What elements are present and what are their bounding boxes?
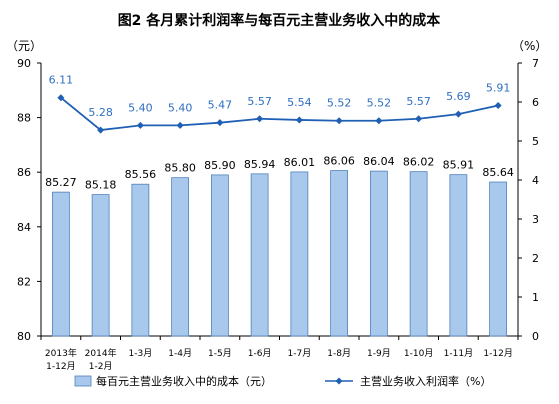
- right-axis-tick-label: 5: [532, 135, 539, 148]
- x-axis-tick-label: 1-11月: [444, 348, 473, 359]
- bar: [369, 170, 388, 337]
- x-axis-tick-label: 2014年: [85, 347, 117, 359]
- line-value-label: 5.54: [287, 96, 312, 109]
- legend-label-bar: 每百元主营业务收入中的成本（元）: [96, 374, 272, 388]
- left-axis-tick-label: 86: [17, 166, 31, 179]
- bar-value-label: 85.80: [164, 162, 196, 175]
- right-axis-tick-label: 1: [532, 291, 539, 304]
- line-value-label: 5.40: [128, 101, 153, 114]
- bar: [250, 173, 269, 337]
- line-point: [454, 110, 462, 118]
- line-value-label: 5.47: [208, 99, 233, 112]
- bar: [409, 171, 428, 337]
- line-value-label: 5.52: [327, 97, 352, 110]
- bar-value-label: 86.06: [323, 155, 355, 168]
- right-axis-tick-label: 2: [532, 252, 539, 265]
- right-axis-tick-label: 7: [532, 57, 539, 70]
- bar: [91, 194, 110, 337]
- line-value-label: 5.52: [367, 97, 392, 110]
- right-axis-tick-label: 4: [532, 174, 539, 187]
- bar-value-label: 85.56: [125, 168, 157, 181]
- left-axis-tick-label: 84: [17, 221, 31, 234]
- bar: [290, 171, 309, 337]
- bar-value-label: 85.90: [204, 159, 236, 172]
- bar: [51, 191, 70, 337]
- line-point: [216, 119, 224, 127]
- line-point: [375, 117, 383, 125]
- line-point: [295, 116, 303, 124]
- x-axis-tick-label: 1-2月: [89, 361, 113, 372]
- x-axis-tick-label: 1-12月: [483, 348, 512, 359]
- left-axis-tick-label: 88: [17, 112, 31, 125]
- bar-value-label: 85.64: [482, 166, 514, 179]
- legend-label-line: 主营业务收入利润率（%）: [360, 374, 491, 388]
- line-point: [335, 117, 343, 125]
- x-axis-tick-label: 1-3月: [129, 348, 153, 359]
- bar: [210, 174, 229, 337]
- bar: [171, 177, 190, 337]
- line-point: [494, 102, 502, 110]
- x-axis-tick-label: 1-10月: [404, 348, 433, 359]
- x-axis-tick-label: 1-6月: [248, 348, 272, 359]
- bar-value-label: 86.02: [403, 156, 435, 169]
- x-axis-tick-label: 2013年: [45, 347, 77, 359]
- right-axis-unit: （%）: [512, 39, 547, 53]
- x-axis-tick-label: 1-4月: [168, 348, 192, 359]
- line-value-label: 5.40: [168, 101, 193, 114]
- x-axis-tick-label: 1-12月: [46, 361, 75, 372]
- line-point: [176, 121, 184, 129]
- bar-value-label: 86.01: [284, 156, 316, 169]
- bar: [330, 170, 349, 337]
- line-point: [97, 126, 105, 134]
- line-value-label: 5.91: [486, 82, 511, 95]
- line-point: [57, 94, 65, 102]
- bar-value-label: 85.91: [443, 159, 475, 172]
- bar: [131, 183, 150, 337]
- bar-value-label: 86.04: [363, 155, 395, 168]
- x-axis-tick-label: 1-9月: [367, 348, 391, 359]
- chart-title: 图2 各月累计利润率与每百元主营业务收入中的成本: [118, 12, 442, 29]
- line-value-label: 5.69: [446, 90, 471, 103]
- bar: [449, 174, 468, 337]
- bar: [489, 181, 508, 337]
- x-axis-tick-label: 1-5月: [208, 348, 232, 359]
- line-value-label: 6.11: [49, 74, 74, 87]
- right-axis-tick-label: 3: [532, 213, 539, 226]
- x-axis-tick-label: 1-8月: [327, 348, 351, 359]
- right-axis-tick-label: 6: [532, 96, 539, 109]
- plot-area: 80 82 84 86 88 90 0 1 2 3 4 5 6 7 85.27 2013年 1-12月 85.18…: [17, 57, 539, 372]
- legend-swatch-bar: [74, 375, 92, 387]
- left-axis-unit: （元）: [6, 39, 42, 53]
- bar-value-label: 85.27: [45, 176, 77, 189]
- legend: 每百元主营业务收入中的成本（元） 主营业务收入利润率（%）: [74, 374, 491, 388]
- right-axis-tick-label: 0: [532, 330, 539, 343]
- left-axis-tick-label: 82: [17, 275, 31, 288]
- bar-value-label: 85.94: [244, 158, 276, 171]
- line-point: [256, 115, 264, 123]
- line-value-label: 5.57: [406, 95, 431, 108]
- x-axis-tick-label: 1-7月: [288, 348, 312, 359]
- line-value-label: 5.28: [88, 106, 113, 119]
- bar-value-label: 85.18: [85, 179, 117, 192]
- legend-line-marker: [335, 377, 343, 385]
- line-series: [60, 97, 499, 132]
- line-point: [136, 121, 144, 129]
- left-axis-tick-label: 90: [17, 57, 31, 70]
- line-point: [415, 115, 423, 123]
- line-value-label: 5.57: [247, 95, 272, 108]
- left-axis-tick-label: 80: [17, 330, 31, 343]
